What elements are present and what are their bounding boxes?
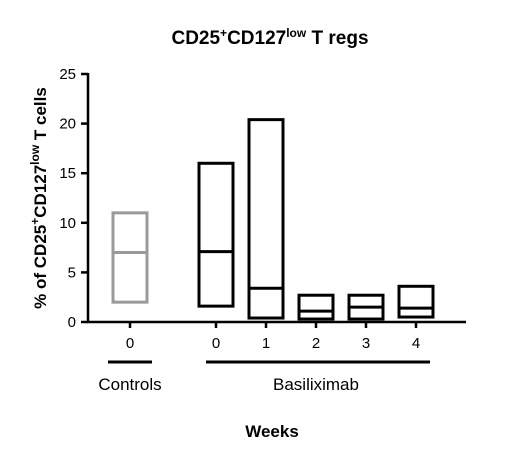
y-tick-label: 25 [59,66,76,83]
group-label-controls: Controls [98,375,161,394]
y-tick-label: 15 [59,165,76,182]
group-labels: Controls Basiliximab [98,360,430,394]
group-label-basiliximab: Basiliximab [273,375,359,394]
x-category-label: 0 [212,335,220,352]
x-category-label: 4 [412,335,420,352]
x-category-label: 1 [262,335,270,352]
y-tick-label: 10 [59,215,76,232]
x-categories: 0 0 1 2 3 4 [126,322,420,352]
box-basiliximab-week-0 [197,161,235,308]
y-axis-label: % of CD25+CD127low T cells [28,87,50,309]
box-basiliximab-week-2 [297,293,335,321]
boxes [111,118,435,321]
x-category-label: 2 [312,335,320,352]
box-controls-week-0 [111,211,149,304]
y-tick-label: 20 [59,116,76,133]
box-basiliximab-week-4 [397,284,435,319]
x-axis-label: Weeks [245,422,299,441]
y-ticks: 0 5 10 15 20 25 [59,66,88,331]
x-category-label: 3 [362,335,370,352]
y-tick-label: 5 [68,264,76,281]
y-tick-label: 0 [68,314,76,331]
box-basiliximab-week-1 [247,118,285,320]
x-category-label: 0 [126,335,134,352]
chart-title: CD25+CD127low T regs [171,26,368,49]
